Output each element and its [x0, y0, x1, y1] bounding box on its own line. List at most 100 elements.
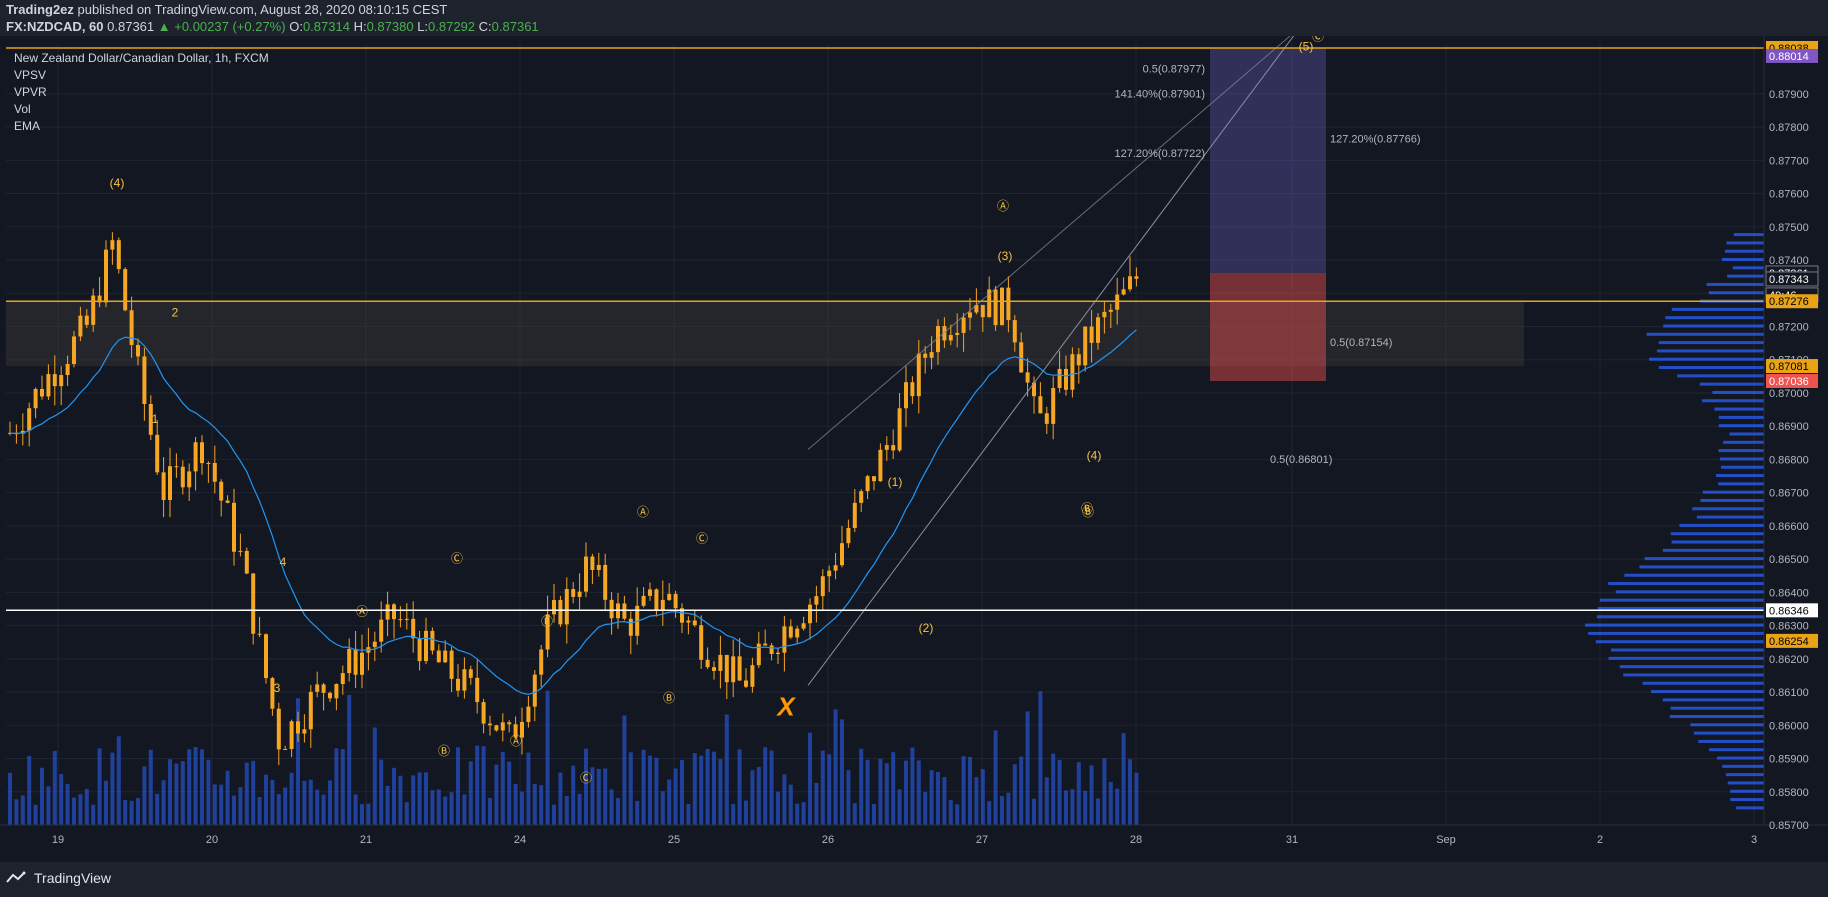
candle-body [494, 725, 499, 731]
volume-profile-bar [1595, 640, 1764, 644]
indicator-vpvr[interactable]: VPVR [14, 85, 47, 99]
volume-profile-bar [1730, 789, 1764, 793]
candle-body [680, 608, 684, 623]
volume-bar [14, 799, 19, 825]
price-tick-label: 0.87700 [1769, 155, 1809, 167]
candle-body [385, 604, 390, 620]
volume-bar [833, 709, 838, 825]
candle-body [110, 240, 115, 250]
price-badge [1766, 373, 1818, 388]
price-tick-label: 0.87800 [1769, 122, 1809, 134]
last-price: 0.87361 [107, 19, 155, 34]
fib-label: 0.5(0.86801) [1270, 454, 1332, 466]
volume-profile-bar [1658, 341, 1764, 345]
wave-label: Ⓑ [438, 744, 450, 758]
candle-body [340, 673, 345, 684]
price-badge-label: 0.86346 [1769, 605, 1809, 617]
candle-body [859, 491, 864, 503]
candle-body [347, 648, 352, 674]
volume-profile-bar [1729, 432, 1764, 436]
volume-bar [788, 784, 793, 825]
price-tick-label: 0.87500 [1769, 222, 1809, 234]
candle-body [174, 466, 179, 468]
candle-body [1128, 276, 1132, 290]
candle-body [104, 249, 108, 303]
indicator-vol[interactable]: Vol [14, 102, 31, 116]
volume-profile-bar [1716, 474, 1764, 478]
candle-body [232, 502, 236, 552]
volume-bar [974, 777, 979, 825]
candle-body [539, 649, 544, 675]
price-badge [1766, 294, 1818, 309]
volume-bar [942, 777, 947, 825]
volume-profile-bar [1649, 357, 1764, 361]
volume-bar [718, 758, 723, 825]
candle-body [1012, 320, 1017, 343]
publisher-name[interactable]: Trading2ez [6, 2, 74, 17]
volume-bar [769, 750, 774, 825]
candle-body [1070, 354, 1075, 390]
volume-profile-bar [1720, 465, 1764, 469]
candle-body [910, 382, 915, 397]
price-tick-label: 0.85800 [1769, 787, 1809, 799]
candle-body [475, 677, 480, 703]
publish-info: Trading2ez published on TradingView.com,… [6, 1, 447, 18]
price-chart[interactable]: 0.5(0.87977) 141.40%(0.87901) 127.20%(0.87… [0, 36, 1828, 862]
close-value: 0.87361 [491, 19, 539, 34]
candle-body [776, 652, 780, 655]
candle-body [520, 722, 524, 738]
volume-profile-bar [1736, 806, 1764, 810]
candle-body [526, 706, 531, 723]
volume-profile-bar [1719, 457, 1764, 461]
candle-body [84, 315, 89, 325]
volume-profile-bar [1718, 424, 1764, 428]
indicator-vpsv[interactable]: VPSV [14, 68, 47, 82]
candle-body [731, 656, 736, 683]
candle-body [123, 269, 128, 311]
volume-profile-bar [1658, 366, 1764, 370]
candle-body [660, 599, 665, 610]
volume-profile-bar [1702, 490, 1764, 494]
candle-body [865, 476, 870, 492]
volume-bar [321, 794, 326, 825]
volume-bar [283, 787, 288, 825]
volume-profile-bar [1642, 681, 1764, 685]
volume-bar [987, 801, 992, 825]
candle-body [142, 356, 147, 405]
candle-body [667, 593, 672, 600]
volume-bar [840, 719, 844, 825]
candle-body [916, 353, 921, 397]
volume-bar [104, 780, 108, 825]
volume-bar [449, 792, 454, 825]
symbol-label: FX:NZDCAD, 60 [6, 19, 104, 34]
volume-bar [897, 789, 902, 825]
volume-bar [1128, 759, 1132, 825]
volume-profile-bar [1726, 241, 1764, 245]
candle-body [500, 722, 505, 731]
candle-body [46, 374, 51, 397]
price-badge [1766, 603, 1818, 618]
candle-body [296, 721, 300, 734]
tradingview-brand[interactable]: TradingView [6, 870, 111, 886]
volume-bar [1064, 790, 1068, 825]
volume-bar [91, 804, 96, 825]
time-tick-label: 26 [822, 834, 834, 846]
candle-body [315, 684, 320, 692]
volume-bar [814, 782, 819, 825]
low-label: L: [417, 19, 429, 34]
candle-body [571, 589, 576, 597]
price-tick-label: 0.86300 [1769, 621, 1809, 633]
volume-bar [936, 772, 940, 825]
volume-profile-bar [1721, 258, 1764, 262]
indicator-ema[interactable]: EMA [14, 119, 41, 133]
volume-bar [302, 780, 307, 825]
volume-bar [97, 748, 102, 825]
fib-label: 141.40%(0.87901) [1114, 89, 1205, 101]
volume-bar [724, 714, 729, 825]
wave-label: (1) [888, 475, 903, 489]
volume-profile-bar [1701, 399, 1764, 403]
volume-bar [110, 752, 115, 825]
chart-title[interactable]: New Zealand Dollar/Canadian Dollar, 1h, … [14, 51, 269, 65]
candle-body [1051, 388, 1056, 424]
tradingview-logo-icon [6, 871, 26, 883]
